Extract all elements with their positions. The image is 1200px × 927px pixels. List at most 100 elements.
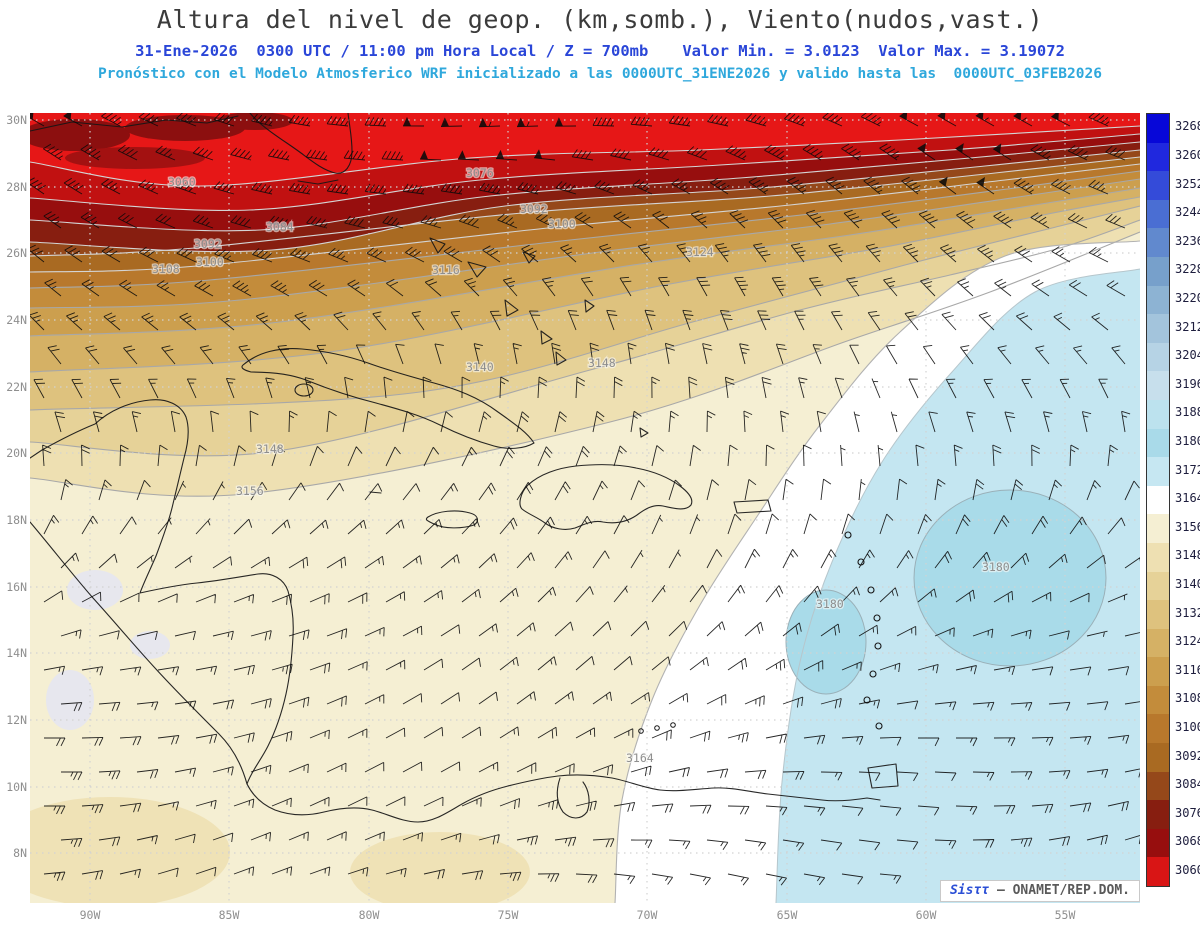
watermark-badge: Sisττ — ONAMET/REP.DOM. <box>939 880 1140 902</box>
contour-label: 3148 <box>588 356 616 370</box>
contour-label: 3076 <box>466 166 494 180</box>
colorbar-cell <box>1147 228 1169 257</box>
lat-tick-label: 18N <box>6 513 27 527</box>
colorbar-tick-label: 3220 <box>1175 290 1200 305</box>
lat-tick-label: 20N <box>6 446 27 460</box>
colorbar-cell <box>1147 800 1169 829</box>
colorbar-tick-label: 3084 <box>1175 777 1200 792</box>
lon-tick-label: 65W <box>776 908 798 922</box>
colorbar-tick-label: 3148 <box>1175 548 1200 563</box>
lat-tick-label: 30N <box>6 113 27 127</box>
contour-label: 3092 <box>520 202 548 216</box>
colorbar-cell <box>1147 828 1169 858</box>
colorbar-cell <box>1147 714 1169 744</box>
colorbar-cell <box>1147 457 1169 486</box>
contour-label: 3124 <box>686 245 714 259</box>
colorbar-cell <box>1147 571 1169 601</box>
contour-label: 3092 <box>194 237 222 251</box>
colorbar-cell <box>1147 542 1169 572</box>
map-canvas: 3060 3076 3092 3100 3084 3092 3100 3108 3116 3124… <box>30 113 1140 903</box>
colorbar-tick-label: 3212 <box>1175 319 1200 334</box>
chart-subtitle-datetime: 31-Ene-2026 0300 UTC / 11:00 pm Hora Loc… <box>0 42 1200 60</box>
contour-label: 3140 <box>466 360 494 374</box>
colorbar-tick-label: 3116 <box>1175 662 1200 677</box>
colorbar-cell <box>1147 771 1169 801</box>
lat-tick-label: 26N <box>6 246 27 260</box>
colorbar-tick-label: 3260 <box>1175 147 1200 162</box>
colorbar-tick-label: 3252 <box>1175 176 1200 191</box>
colorbar-tick-label: 3156 <box>1175 519 1200 534</box>
lat-tick-label: 12N <box>6 713 27 727</box>
contour-label: 3180 <box>982 560 1010 574</box>
contour-label: 3180 <box>816 597 844 611</box>
colorbar-cell <box>1147 628 1169 658</box>
colorbar-cell <box>1147 342 1169 372</box>
field-layer <box>30 113 1140 903</box>
colorbar-tick-label: 3268 <box>1175 119 1200 134</box>
lat-tick-label: 10N <box>6 780 27 794</box>
colorbar-tick-label: 3140 <box>1175 576 1200 591</box>
colorbar-tick-label: 3100 <box>1175 719 1200 734</box>
lon-tick-label: 90W <box>79 908 101 922</box>
colorbar-cell <box>1147 857 1169 887</box>
colorbar-tick-label: 3132 <box>1175 605 1200 620</box>
contour-label: 3156 <box>236 484 264 498</box>
colorbar-cell <box>1147 199 1169 229</box>
contour-label: 3116 <box>432 263 460 277</box>
colorbar-tick-label: 3204 <box>1175 348 1200 363</box>
colorbar <box>1146 113 1170 888</box>
watermark-brand: Sisττ <box>949 883 990 898</box>
colorbar-cell <box>1147 685 1169 715</box>
contour-label: 3084 <box>266 220 294 234</box>
colorbar-tick-label: 3068 <box>1175 834 1200 849</box>
colorbar-tick-label: 3164 <box>1175 491 1200 506</box>
colorbar-cell <box>1147 514 1169 543</box>
colorbar-tick-label: 3180 <box>1175 433 1200 448</box>
colorbar-cell <box>1147 114 1169 143</box>
colorbar-tick-label: 3228 <box>1175 262 1200 277</box>
colorbar-cell <box>1147 171 1169 200</box>
lon-tick-label: 60W <box>915 908 937 922</box>
colorbar-cell <box>1147 657 1169 686</box>
lon-tick-label: 70W <box>636 908 658 922</box>
colorbar-tick-label: 3124 <box>1175 634 1200 649</box>
lat-tick-label: 24N <box>6 313 27 327</box>
colorbar-tick-label: 3092 <box>1175 748 1200 763</box>
colorbar-cell <box>1147 600 1169 629</box>
colorbar-tick-label: 3188 <box>1175 405 1200 420</box>
coastline-layer <box>30 113 899 823</box>
chart-title: Altura del nivel de geop. (km,somb.), Vi… <box>156 5 1044 34</box>
colorbar-cell <box>1147 371 1169 400</box>
lon-tick-label: 75W <box>497 908 519 922</box>
windbarb-layer <box>30 113 1140 886</box>
colorbar-cell <box>1147 485 1169 515</box>
colorbar-cell <box>1147 285 1169 315</box>
colorbar-tick-label: 3244 <box>1175 205 1200 220</box>
datetime-text: 31-Ene-2026 0300 UTC / 11:00 pm Hora Loc… <box>135 42 649 60</box>
lat-tick-label: 8N <box>13 846 27 860</box>
colorbar-cell <box>1147 399 1169 429</box>
colorbar-tick-label: 3108 <box>1175 691 1200 706</box>
lat-tick-label: 14N <box>6 646 27 660</box>
lon-tick-label: 55W <box>1054 908 1076 922</box>
colorbar-cell <box>1147 743 1169 772</box>
colorbar-tick-label: 3060 <box>1175 862 1200 877</box>
colorbar-tick-label: 3076 <box>1175 805 1200 820</box>
colorbar-tick-label: 3196 <box>1175 376 1200 391</box>
watermark-text: — ONAMET/REP.DOM. <box>996 883 1130 898</box>
lon-tick-label: 80W <box>358 908 380 922</box>
colorbar-cell <box>1147 428 1169 458</box>
contour-label: 3164 <box>626 751 654 765</box>
minmax-text: Valor Min. = 3.0123 Valor Max. = 3.19072 <box>682 42 1065 60</box>
contour-label: 3100 <box>548 217 576 231</box>
lon-tick-label: 85W <box>218 908 240 922</box>
colorbar-cell <box>1147 314 1169 343</box>
contour-label: 3108 <box>152 262 180 276</box>
lat-tick-label: 22N <box>6 380 27 394</box>
chart-subtitle-model: Pronóstico con el Modelo Atmosferico WRF… <box>98 66 1102 82</box>
colorbar-cell <box>1147 142 1169 172</box>
contour-label: 3148 <box>256 442 284 456</box>
